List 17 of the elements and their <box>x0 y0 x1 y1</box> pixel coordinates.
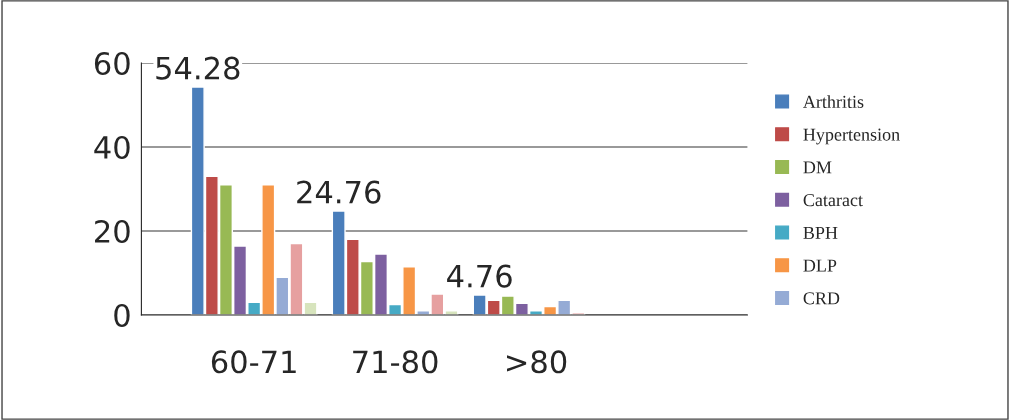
y-tick-label: 40 <box>94 135 130 160</box>
data-label: 54.28 <box>156 56 240 80</box>
y-tick-label: 0 <box>114 303 130 328</box>
data-label: 4.76 <box>447 264 512 288</box>
y-tick-label: 20 <box>95 219 130 244</box>
legend-label: DLP <box>803 259 837 272</box>
data-label: 24.76 <box>297 180 381 204</box>
legend-label: Arthritis <box>803 95 864 108</box>
x-tick-label: 60-71 <box>211 350 296 374</box>
legend-label: BPH <box>803 226 838 239</box>
legend-label: CRD <box>803 292 840 305</box>
y-tick-label: 60 <box>94 51 130 76</box>
legend-label: DM <box>803 161 832 174</box>
legend-label: Hypertension <box>803 128 900 145</box>
x-tick-label: >80 <box>507 350 567 374</box>
x-tick-label: 71-80 <box>353 350 438 374</box>
legend-label: Cataract <box>803 194 863 207</box>
